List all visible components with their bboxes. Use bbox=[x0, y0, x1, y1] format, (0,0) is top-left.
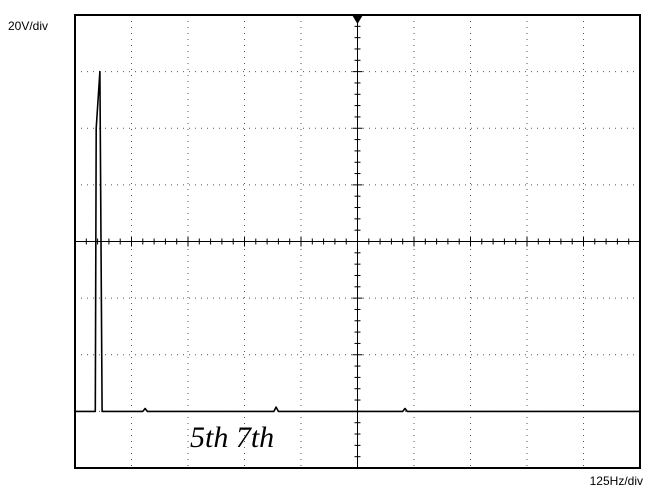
y-scale-label: 20V/div bbox=[8, 19, 48, 33]
harmonic-annotation: 5th 7th bbox=[190, 421, 274, 454]
spectrum-trace bbox=[75, 70, 640, 413]
x-scale-label: 125Hz/div bbox=[590, 474, 643, 488]
center-axes bbox=[74, 14, 641, 469]
trigger-marker bbox=[351, 14, 364, 24]
